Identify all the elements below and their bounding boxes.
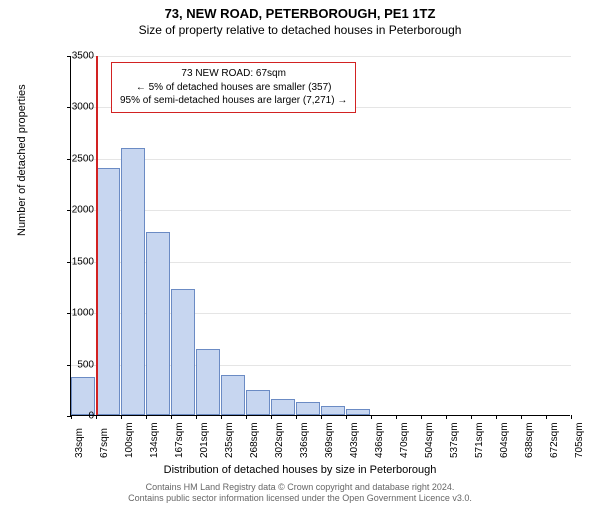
info-line-3: 95% of semi-detached houses are larger (… <box>120 94 347 108</box>
xtick-label: 403sqm <box>349 422 360 458</box>
y-axis-label: Number of detached properties <box>16 84 28 236</box>
xtick-mark <box>96 415 97 419</box>
gridline <box>71 210 571 211</box>
xtick-label: 470sqm <box>399 422 410 458</box>
xtick-mark <box>121 415 122 419</box>
xtick-label: 235sqm <box>224 422 235 458</box>
histogram-bar <box>71 377 95 415</box>
histogram-bar <box>221 375 245 415</box>
histogram-bar <box>96 168 120 415</box>
xtick-mark <box>446 415 447 419</box>
xtick-mark <box>321 415 322 419</box>
xtick-label: 638sqm <box>524 422 535 458</box>
histogram-bar <box>121 148 145 415</box>
xtick-label: 537sqm <box>449 422 460 458</box>
xtick-label: 268sqm <box>249 422 260 458</box>
gridline <box>71 56 571 57</box>
info-line-1: 73 NEW ROAD: 67sqm <box>120 67 347 81</box>
footer-attribution: Contains HM Land Registry data © Crown c… <box>0 482 600 505</box>
histogram-bar <box>271 399 295 415</box>
ytick-label: 500 <box>54 359 94 370</box>
xtick-mark <box>146 415 147 419</box>
xtick-mark <box>171 415 172 419</box>
plot-area: 33sqm67sqm100sqm134sqm167sqm201sqm235sqm… <box>70 56 570 416</box>
xtick-label: 672sqm <box>549 422 560 458</box>
info-line-2: ← 5% of detached houses are smaller (357… <box>120 81 347 95</box>
ytick-label: 2000 <box>54 205 94 216</box>
xtick-label: 436sqm <box>374 422 385 458</box>
xtick-mark <box>221 415 222 419</box>
ytick-label: 0 <box>54 411 94 422</box>
xtick-mark <box>371 415 372 419</box>
ytick-label: 2500 <box>54 153 94 164</box>
xtick-mark <box>471 415 472 419</box>
xtick-label: 369sqm <box>324 422 335 458</box>
xtick-label: 201sqm <box>199 422 210 458</box>
histogram-bar <box>146 232 170 415</box>
ytick-label: 1500 <box>54 256 94 267</box>
marker-line <box>96 56 98 415</box>
xtick-label: 67sqm <box>99 428 110 458</box>
histogram-bar <box>171 289 195 416</box>
xtick-label: 705sqm <box>574 422 585 458</box>
xtick-label: 134sqm <box>149 422 160 458</box>
xtick-label: 302sqm <box>274 422 285 458</box>
xtick-mark <box>521 415 522 419</box>
xtick-mark <box>421 415 422 419</box>
xtick-mark <box>196 415 197 419</box>
xtick-label: 504sqm <box>424 422 435 458</box>
histogram-bar <box>196 349 220 415</box>
footer-line-2: Contains public sector information licen… <box>0 493 600 504</box>
xtick-mark <box>271 415 272 419</box>
xtick-label: 33sqm <box>74 428 85 458</box>
info-box: 73 NEW ROAD: 67sqm← 5% of detached house… <box>111 62 356 113</box>
histogram-bar <box>321 406 345 415</box>
chart-area: 33sqm67sqm100sqm134sqm167sqm201sqm235sqm… <box>70 56 570 416</box>
x-axis-label: Distribution of detached houses by size … <box>0 464 600 476</box>
xtick-mark <box>246 415 247 419</box>
gridline <box>71 159 571 160</box>
xtick-label: 336sqm <box>299 422 310 458</box>
xtick-label: 571sqm <box>474 422 485 458</box>
footer-line-1: Contains HM Land Registry data © Crown c… <box>0 482 600 493</box>
ytick-label: 3500 <box>54 51 94 62</box>
ytick-label: 1000 <box>54 308 94 319</box>
xtick-label: 604sqm <box>499 422 510 458</box>
histogram-bar <box>296 402 320 415</box>
xtick-mark <box>346 415 347 419</box>
xtick-mark <box>396 415 397 419</box>
xtick-mark <box>571 415 572 419</box>
histogram-bar <box>346 409 370 415</box>
xtick-mark <box>546 415 547 419</box>
xtick-mark <box>496 415 497 419</box>
xtick-mark <box>296 415 297 419</box>
page-title: 73, NEW ROAD, PETERBOROUGH, PE1 1TZ <box>0 6 600 21</box>
chart-container: 73, NEW ROAD, PETERBOROUGH, PE1 1TZ Size… <box>0 6 600 506</box>
ytick-label: 3000 <box>54 102 94 113</box>
xtick-label: 100sqm <box>124 422 135 458</box>
page-subtitle: Size of property relative to detached ho… <box>0 23 600 37</box>
xtick-label: 167sqm <box>174 422 185 458</box>
histogram-bar <box>246 390 270 415</box>
